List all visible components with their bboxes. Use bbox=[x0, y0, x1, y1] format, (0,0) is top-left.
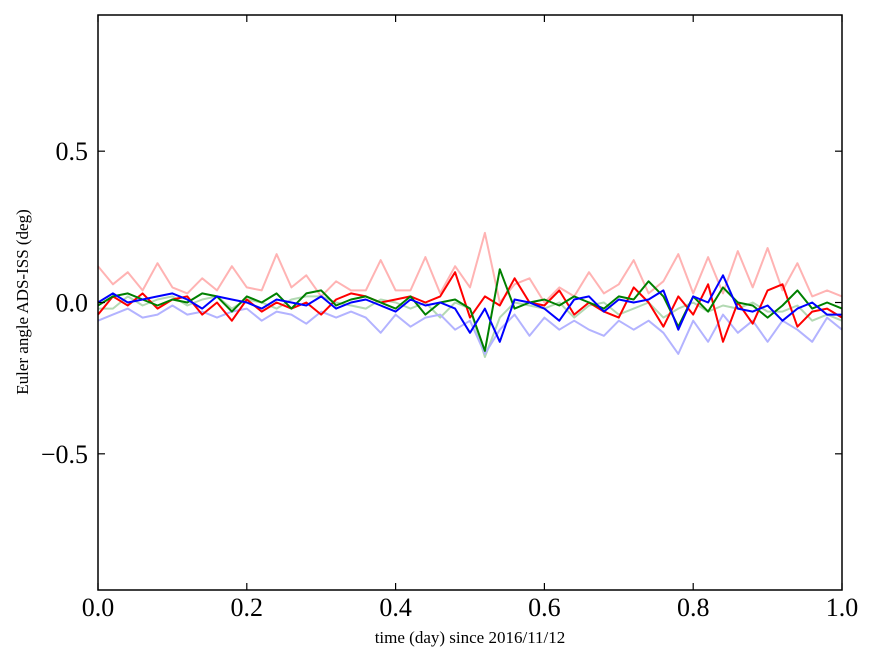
x-tick-label-5: 1.0 bbox=[826, 593, 859, 622]
y-tick-label-0: 0.5 bbox=[56, 137, 89, 166]
y-tick-label-1: 0.0 bbox=[56, 289, 89, 318]
y-axis-title: Euler angle ADS-ISS (deg) bbox=[13, 209, 32, 395]
series-line-4 bbox=[97, 268, 843, 352]
series-line-3 bbox=[97, 271, 843, 343]
x-tick-label-3: 0.6 bbox=[528, 593, 561, 622]
x-tick-label-0: 0.0 bbox=[82, 593, 115, 622]
x-tick-label-1: 0.2 bbox=[231, 593, 264, 622]
series-line-0 bbox=[97, 231, 843, 304]
x-tick-label-4: 0.8 bbox=[677, 593, 710, 622]
y-tick-label-2: −0.5 bbox=[41, 440, 88, 469]
tick-layer: 0.0 0.2 0.4 0.6 0.8 1.0 0.5 0.0 −0.5 bbox=[41, 15, 858, 622]
series-line-1 bbox=[98, 295, 843, 358]
series-line-2 bbox=[97, 304, 843, 355]
x-tick-label-2: 0.4 bbox=[379, 593, 412, 622]
series-line-5 bbox=[97, 274, 842, 343]
series-layer bbox=[97, 231, 843, 358]
x-axis-title: time (day) since 2016/11/12 bbox=[375, 628, 566, 647]
